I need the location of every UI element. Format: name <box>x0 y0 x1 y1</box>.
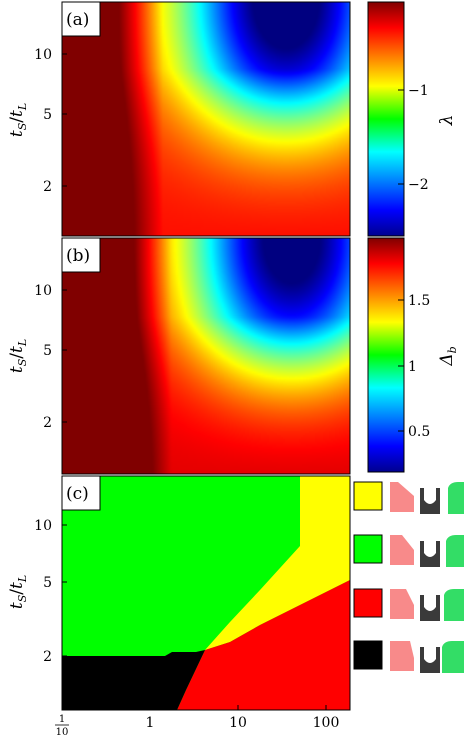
frame-a <box>61 1 351 237</box>
colorbar-a <box>367 1 405 237</box>
colorbar-a-label: λ <box>437 115 457 127</box>
ytick-b-5: 5 <box>43 343 52 359</box>
xtick-c-1: 1 <box>146 715 155 731</box>
legend-tail-shape <box>444 589 464 621</box>
panel-label-c: (c) <box>66 484 89 504</box>
ytick-a-10: 10 <box>34 47 52 63</box>
xtick-c-tenth: 1 10 <box>55 714 69 738</box>
svg-text:10: 10 <box>56 727 69 738</box>
panel-label-a: (a) <box>66 10 89 30</box>
legend-swatch <box>353 640 383 670</box>
ytick-a-2: 2 <box>43 179 52 195</box>
region-red <box>177 580 350 710</box>
panel-label-c-box: (c) <box>61 475 101 511</box>
yticks-a: 10 5 2 <box>34 47 67 195</box>
legend-tail-shape <box>442 641 464 673</box>
legend-swatch <box>353 481 383 511</box>
legend-tail-shape <box>446 535 464 567</box>
colorbar-b-tick-05: 0.5 <box>408 424 430 440</box>
colorbar-b-tick-1: 1 <box>408 359 417 375</box>
legend-row <box>353 640 464 673</box>
frame-b <box>61 237 351 475</box>
region-black <box>62 650 205 710</box>
legend-tail-shape <box>448 482 464 514</box>
heatmap-b-image <box>62 238 350 474</box>
ylabel-b: tS/tL <box>7 339 29 373</box>
yticks-c: 10 5 2 <box>34 518 67 665</box>
ytick-c-2: 2 <box>43 649 52 665</box>
legend-swatch <box>353 534 383 564</box>
region-yellow <box>205 476 350 650</box>
ytick-b-2: 2 <box>43 415 52 431</box>
colorbar-a-tick-1: −1 <box>408 83 429 99</box>
legend-ramp-shape <box>390 535 414 565</box>
legend-swatch <box>353 588 383 618</box>
ytick-c-5: 5 <box>43 575 52 591</box>
xticks-c: 1 10 1 10 100 <box>55 705 339 738</box>
legend-row <box>353 534 464 567</box>
panel-label-b-box: (b) <box>61 237 101 273</box>
colorbar-b-label: Δb <box>437 346 459 366</box>
legend-icons <box>353 481 464 673</box>
ylabel-c: tS/tL <box>7 575 29 609</box>
legend-well-shape <box>420 647 440 673</box>
panel-label-a-box: (a) <box>61 1 101 37</box>
xtick-c-100: 100 <box>313 715 340 731</box>
legend-row <box>353 481 464 514</box>
legend-row <box>353 588 464 621</box>
panel-b: (b) 10 5 2 tS/tL 1.5 1 0.5 Δb <box>7 237 459 475</box>
panel-c: (c) 10 5 2 tS/tL 1 10 1 10 100 <box>7 475 351 738</box>
heatmap-a <box>62 2 350 236</box>
panel-a: (a) 10 5 2 tS/tL −1 −2 λ <box>7 1 457 237</box>
legend-well-shape <box>420 541 440 567</box>
heatmap-a-image <box>62 2 350 236</box>
colorbar-a-tick-2: −2 <box>408 177 429 193</box>
legend-well-shape <box>420 595 440 621</box>
ytick-c-10: 10 <box>34 518 52 534</box>
xtick-c-10: 10 <box>229 715 247 731</box>
ytick-a-5: 5 <box>43 107 52 123</box>
colorbar-b <box>367 237 405 473</box>
svg-text:1: 1 <box>59 714 65 725</box>
legend-well-shape <box>420 488 440 514</box>
ytick-b-10: 10 <box>34 283 52 299</box>
yticks-b: 10 5 2 <box>34 283 67 431</box>
ylabel-a: tS/tL <box>7 103 29 137</box>
colorbar-b-tick-15: 1.5 <box>408 293 430 309</box>
legend-ramp-shape <box>390 641 414 671</box>
legend-ramp-shape <box>390 482 414 512</box>
panel-label-b: (b) <box>66 246 90 266</box>
frame-c <box>61 475 351 711</box>
legend-ramp-shape <box>390 589 414 619</box>
heatmap-b <box>62 238 350 474</box>
phase-diagram-c <box>62 476 350 710</box>
